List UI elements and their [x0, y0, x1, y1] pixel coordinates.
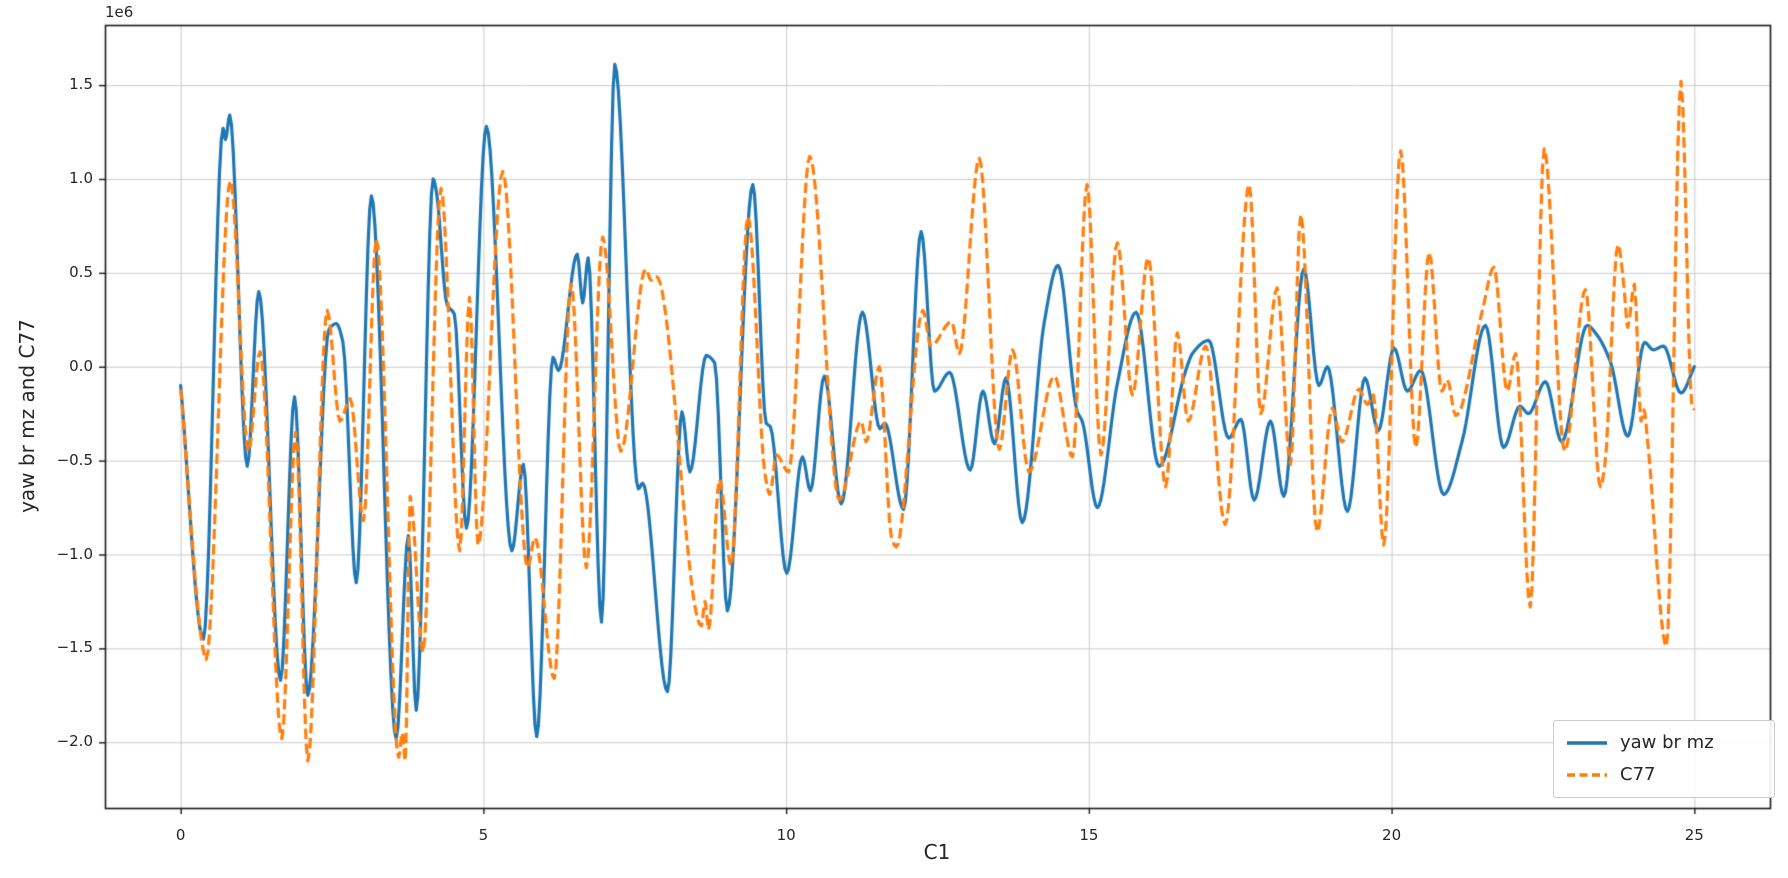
- legend-label: C77: [1620, 764, 1656, 785]
- y-axis-offset-label: 1e6: [105, 3, 134, 21]
- y-tick-label: −2.0: [56, 732, 93, 751]
- y-tick-label: −1.5: [56, 638, 93, 657]
- legend-label: yaw br mz: [1620, 732, 1714, 753]
- legend-line-dashed-icon: [1567, 773, 1607, 777]
- legend: yaw br mz C77: [1553, 720, 1775, 798]
- x-tick-label: 15: [1079, 826, 1099, 844]
- legend-entry-c77: C77: [1566, 762, 1774, 788]
- y-tick-label: 1.0: [69, 168, 93, 187]
- y-tick-label: 0.5: [69, 262, 93, 281]
- y-tick-label: 0.0: [69, 356, 93, 375]
- legend-entry-yaw-br-mz: yaw br mz: [1566, 730, 1774, 756]
- x-tick-label: 0: [175, 826, 186, 844]
- x-axis-label: C1: [923, 840, 951, 864]
- y-tick-label: −0.5: [56, 450, 93, 469]
- y-tick-label: 1.5: [69, 75, 93, 94]
- x-tick-label: 5: [478, 826, 489, 844]
- x-tick-label: 25: [1684, 826, 1704, 844]
- y-tick-label: −1.0: [56, 544, 93, 563]
- legend-line-solid-icon: [1567, 741, 1607, 745]
- y-axis-label: yaw br mz and C77: [15, 319, 39, 513]
- x-tick-label: 20: [1382, 826, 1402, 844]
- x-tick-label: 10: [776, 826, 796, 844]
